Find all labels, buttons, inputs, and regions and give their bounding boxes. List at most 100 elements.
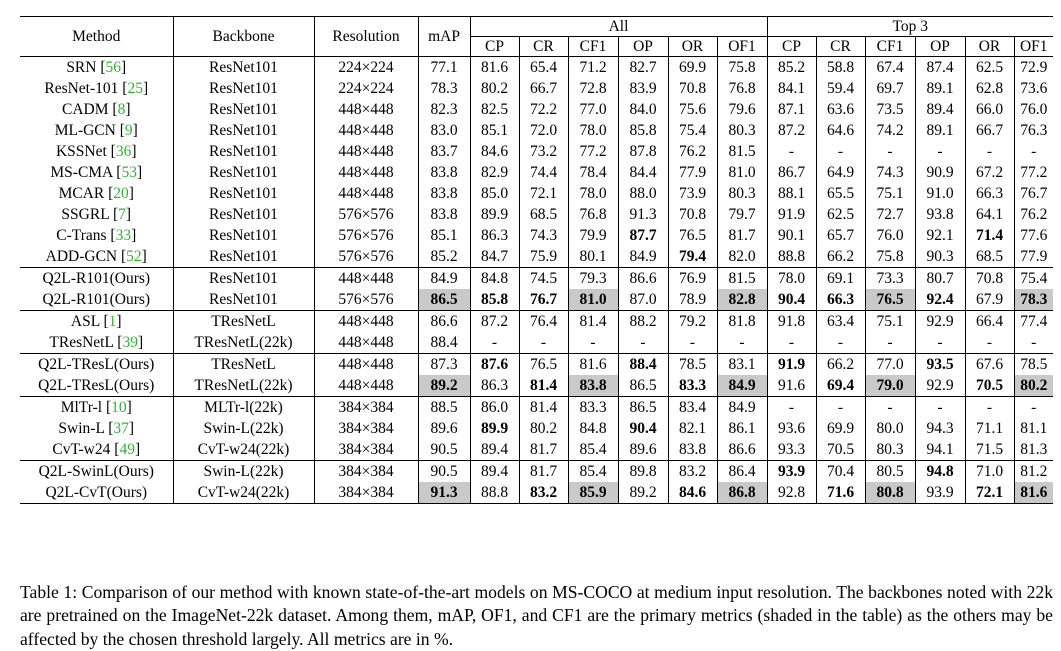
table-row: ML-GCN [9] ResNet101 448×448 83.0 85.1 72.0 78… [20,120,1054,141]
resolution-cell: 576×576 [313,225,418,246]
metric-cell: 81.8 [716,310,767,332]
method-name: ML-GCN [54,122,116,139]
metric-cell: 92.4 [914,289,965,311]
method-cell: Q2L-TResL(Ours) [20,353,173,375]
map-cell: 86.5 [417,289,470,311]
resolution-cell: 448×448 [313,120,418,141]
metric-cell: 80.5 [864,460,915,482]
metric-cell: 77.4 [1013,310,1054,332]
metric-cell: - [864,332,915,354]
resolution-cell: 224×224 [313,78,418,99]
citation-link[interactable]: 56 [105,59,122,76]
metric-cell: 79.2 [667,310,717,332]
metric-cell: 91.6 [766,375,816,397]
citation-link[interactable]: 37 [113,420,129,437]
metric-cell: 87.8 [617,141,668,162]
metric-cell: 81.3 [1013,439,1054,461]
backbone-cell: ResNet101 [172,225,314,246]
method-cell: Q2L-R101(Ours) [20,289,173,311]
method-cell: MS-CMA [53] [50,164,143,181]
metric-cell: 89.9 [469,418,519,439]
map-cell: 87.3 [417,353,470,375]
metric-cell: 84.9 [716,375,767,397]
metric-cell: 71.6 [815,482,865,504]
citation-link[interactable]: 10 [111,399,127,416]
resolution-cell: 224×224 [313,56,418,78]
table-row: MCAR [20] ResNet101 448×448 83.8 85.0 72.1 78.… [20,183,1054,204]
metric-cell: - [964,332,1014,354]
metric-cell: 84.1 [766,78,816,99]
metric-cell: 72.0 [518,120,568,141]
metric-cell: 67.2 [964,162,1014,183]
metric-cell: - [667,332,717,354]
metric-cell: 84.0 [617,99,668,120]
metric-cell: 82.1 [667,418,717,439]
citation-link[interactable]: 7 [118,206,126,223]
metric-cell: 84.9 [716,396,767,418]
backbone-cell: TResNetL(22k) [172,332,314,354]
metric-cell: 94.1 [914,439,965,461]
citation-link[interactable]: 53 [121,164,137,181]
backbone-cell: MLTr-l(22k) [172,396,314,418]
metric-cell: 91.9 [766,204,816,225]
citation-link[interactable]: 49 [119,441,135,458]
citation-link[interactable]: 8 [117,101,126,118]
metric-cell: 85.8 [469,289,519,311]
citation-link[interactable]: 1 [108,313,117,330]
citation-link[interactable]: 9 [124,122,133,139]
map-cell: 90.5 [417,460,470,482]
map-cell: 88.4 [417,332,470,354]
metric-cell: 79.9 [567,225,618,246]
method-cell: MCAR [20] [58,185,134,202]
metric-cell: 81.6 [469,56,519,78]
metric-cell: - [815,141,865,162]
map-cell: 89.6 [417,418,470,439]
metric-cell: 83.2 [667,460,717,482]
metric-cell: 80.2 [518,418,568,439]
metric-cell: 80.7 [914,267,965,289]
metric-cell: 71.5 [964,439,1014,461]
backbone-cell: CvT-w24(22k) [172,439,314,461]
metric-cell: 94.3 [914,418,965,439]
citation-link[interactable]: 33 [115,227,132,244]
citation-link[interactable]: 52 [126,248,142,265]
table-row: MS-CMA [53] ResNet101 448×448 83.8 82.9 74.4 7… [20,162,1054,183]
metric-cell: 78.3 [1013,289,1054,311]
table-row: Swin-L [37] Swin-L(22k) 384×384 89.6 89.9 80.… [20,418,1054,439]
metric-cell: 90.1 [766,225,816,246]
metric-cell: 79.7 [716,204,767,225]
backbone-cell: TResNetL(22k) [172,375,314,397]
metric-cell: 79.0 [864,375,915,397]
map-cell: 89.2 [417,375,470,397]
metric-cell: 76.9 [667,267,717,289]
metric-cell: 82.5 [469,99,519,120]
metric-cell: 79.4 [667,246,717,268]
table-row: ASL [1] TResNetL 448×448 86.6 87.2 76.4 81.4 88… [20,310,1054,332]
map-cell: 77.1 [417,56,470,78]
backbone-cell: ResNet101 [172,78,314,99]
citation-link[interactable]: 20 [113,185,129,202]
metric-cell: 77.6 [1013,225,1054,246]
metric-cell: - [766,332,816,354]
metric-cell: 89.8 [617,460,668,482]
metric-cell: 81.0 [567,289,618,311]
metric-cell: 80.1 [567,246,618,268]
metric-cell: 69.1 [815,267,865,289]
citation-link[interactable]: 25 [127,80,143,97]
metric-cell: 66.2 [815,353,865,375]
citation-link[interactable]: 36 [115,143,132,160]
metric-cell: 67.6 [964,353,1014,375]
table-row: KSSNet [36] ResNet101 448×448 83.7 84.6 73.2 7… [20,141,1054,162]
metric-cell: 63.6 [815,99,865,120]
table-row: Q2L-SwinL(Ours) Swin-L(22k) 384×384 90.5 89.… [20,460,1054,482]
map-cell: 90.5 [417,439,470,461]
table-caption: Table 1: Comparison of our method with k… [20,581,1053,649]
backbone-cell: TResNetL [172,310,314,332]
metric-cell: 87.2 [766,120,816,141]
citation-link[interactable]: 39 [122,334,138,351]
metric-cell: 81.4 [518,375,568,397]
header-group-all: All [469,16,767,37]
table-row: SSGRL [7] ResNet101 576×576 83.8 89.9 68.5 76.… [20,204,1054,225]
metric-cell: - [914,141,965,162]
resolution-cell: 384×384 [313,396,418,418]
